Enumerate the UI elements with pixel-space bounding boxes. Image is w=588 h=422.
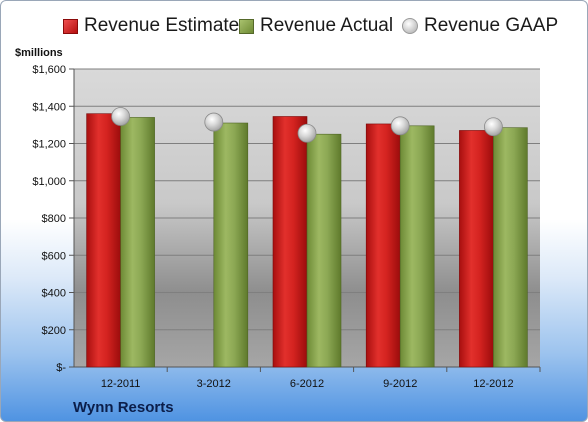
legend-swatch-gaap [402, 18, 418, 34]
y-axis-tick-labels: $- $200 $400 $600 $800 $1,000 $1,200 $1,400 $1,6… [32, 64, 66, 374]
legend-swatch-estimate [63, 18, 78, 34]
legend-item-estimate: Revenue Estimate [63, 15, 239, 37]
bar-revenue-actual-12-2011 [120, 117, 155, 368]
y-tick-label: $600 [42, 250, 66, 262]
bar-revenue-actual-9-2012 [399, 125, 435, 368]
legend-swatch-actual [239, 18, 254, 34]
marker-revenue-gaap-9-2012 [390, 116, 410, 136]
x-tick-label: 3-2012 [197, 378, 231, 390]
bar-revenue-estimate-12-2011 [86, 113, 121, 368]
y-tick-label: $1,200 [32, 139, 66, 151]
x-axis-tick-labels: 12-2011 3-2012 6-2012 9-2012 12-2012 [101, 367, 541, 390]
y-tick-label: $1,400 [32, 101, 66, 113]
marker-revenue-gaap-12-2012 [483, 117, 503, 137]
company-name: Wynn Resorts [73, 399, 174, 416]
legend-label-estimate: Revenue Estimate [84, 15, 240, 36]
y-tick-label: $200 [42, 325, 66, 337]
legend-label-gaap: Revenue GAAP [424, 15, 559, 36]
y-tick-label: $- [56, 362, 66, 374]
x-tick-label: 6-2012 [290, 378, 324, 390]
legend: Revenue Estimate Revenue Actual Revenue … [1, 15, 587, 45]
bar-revenue-estimate-9-2012 [365, 123, 401, 368]
marker-revenue-gaap-12-2011 [111, 107, 130, 126]
x-tick-label: 9-2012 [383, 378, 417, 390]
legend-label-actual: Revenue Actual [260, 15, 394, 36]
x-tick-label: 12-2011 [101, 378, 141, 390]
y-tick-label: $400 [42, 288, 66, 300]
bars [86, 113, 528, 368]
y-tick-label: $800 [42, 213, 66, 225]
bar-revenue-estimate-12-2012 [459, 130, 494, 368]
y-axis-unit-label: $millions [15, 47, 63, 59]
y-tick-label: $1,600 [32, 64, 66, 76]
bar-revenue-actual-6-2012 [306, 133, 342, 368]
bar-revenue-actual-12-2012 [493, 127, 528, 368]
bar-revenue-estimate-6-2012 [272, 116, 308, 368]
legend-item-actual: Revenue Actual [239, 15, 393, 37]
x-tick-label: 12-2012 [473, 378, 513, 390]
marker-revenue-gaap-3-2012 [204, 112, 224, 132]
gaap-markers [111, 107, 503, 143]
y-tick-label: $1,000 [32, 176, 66, 188]
marker-revenue-gaap-6-2012 [297, 123, 317, 143]
legend-item-gaap: Revenue GAAP [402, 15, 558, 37]
bar-revenue-actual-3-2012 [213, 122, 249, 368]
